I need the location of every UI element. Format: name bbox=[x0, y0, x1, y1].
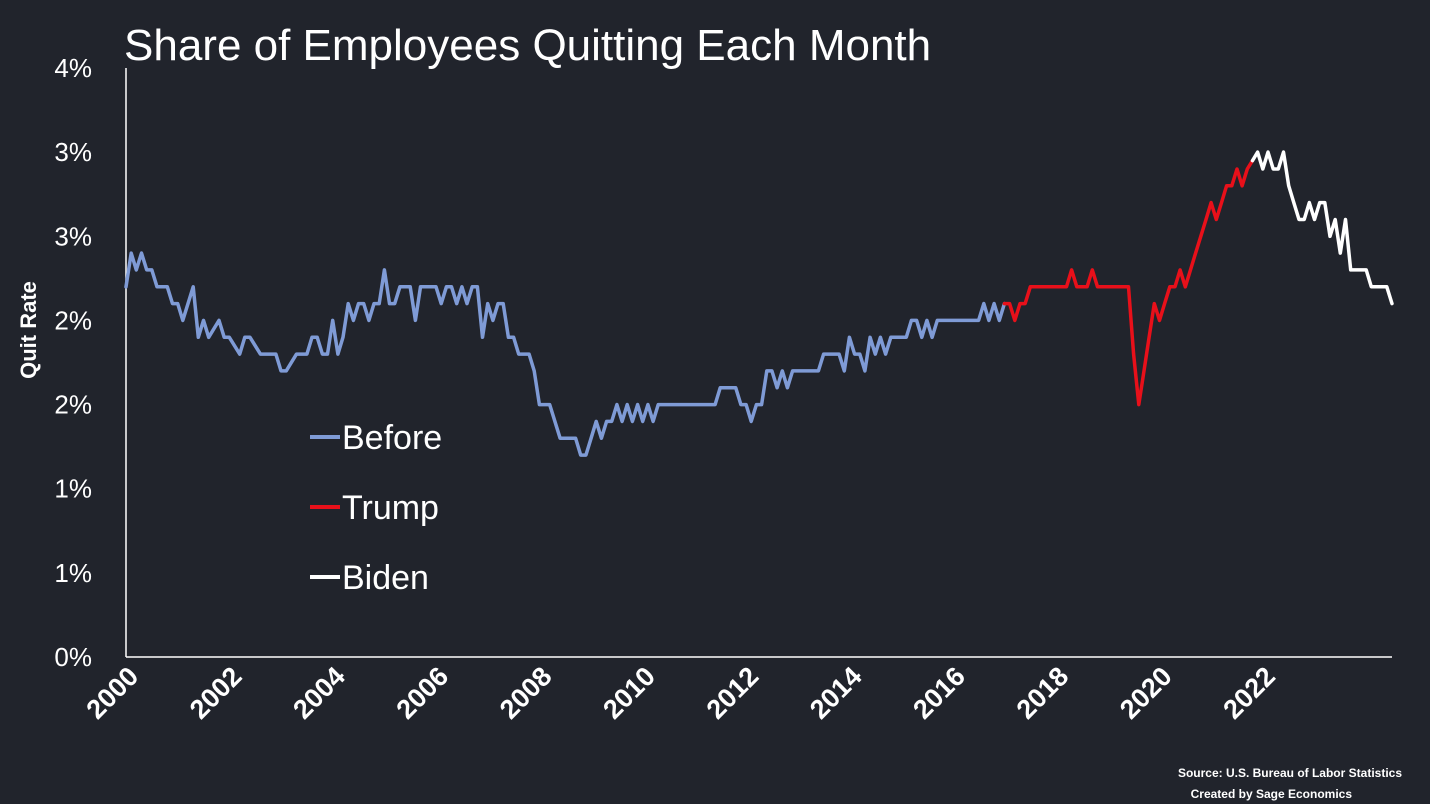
chart-title: Share of Employees Quitting Each Month bbox=[124, 21, 931, 70]
x-tick-labels: 2000 2002 2004 2006 2008 2010 2012 2014 2016 2018… bbox=[81, 661, 1282, 725]
series-lines bbox=[124, 150, 1394, 457]
x-tick-label: 2016 bbox=[907, 661, 971, 725]
y-tick-label: 3% bbox=[54, 221, 92, 251]
series-line-trump bbox=[1002, 158, 1255, 407]
series-line-before bbox=[124, 251, 1007, 457]
x-tick-label: 2022 bbox=[1217, 661, 1281, 725]
y-tick-label: 2% bbox=[54, 390, 92, 420]
y-tick-label: 2% bbox=[54, 305, 92, 335]
legend: Before Trump Biden bbox=[310, 419, 442, 597]
y-tick-label: 1% bbox=[54, 474, 92, 504]
series-line-biden bbox=[1250, 150, 1394, 306]
x-tick-label: 2002 bbox=[184, 661, 248, 725]
x-tick-label: 2008 bbox=[494, 661, 558, 725]
x-tick-label: 2020 bbox=[1114, 661, 1178, 725]
y-tick-label: 3% bbox=[54, 137, 92, 167]
legend-label-trump: Trump bbox=[342, 489, 439, 527]
legend-label-biden: Biden bbox=[342, 559, 429, 597]
y-tick-labels: 0% 1% 1% 2% 2% 3% 3% 4% bbox=[54, 53, 92, 672]
y-tick-label: 0% bbox=[54, 642, 92, 672]
y-axis-label: Quit Rate bbox=[16, 281, 41, 379]
y-tick-label: 4% bbox=[54, 53, 92, 83]
source-line-2: Created by Sage Economics bbox=[1191, 787, 1353, 801]
x-tick-label: 2006 bbox=[391, 661, 455, 725]
x-tick-label: 2014 bbox=[804, 661, 868, 725]
x-tick-label: 2012 bbox=[701, 661, 765, 725]
x-tick-label: 2004 bbox=[287, 661, 351, 725]
x-tick-label: 2010 bbox=[597, 661, 661, 725]
x-tick-label: 2018 bbox=[1011, 661, 1075, 725]
legend-label-before: Before bbox=[342, 419, 442, 457]
y-tick-label: 1% bbox=[54, 558, 92, 588]
source-line-1: Source: U.S. Bureau of Labor Statistics bbox=[1178, 766, 1402, 780]
